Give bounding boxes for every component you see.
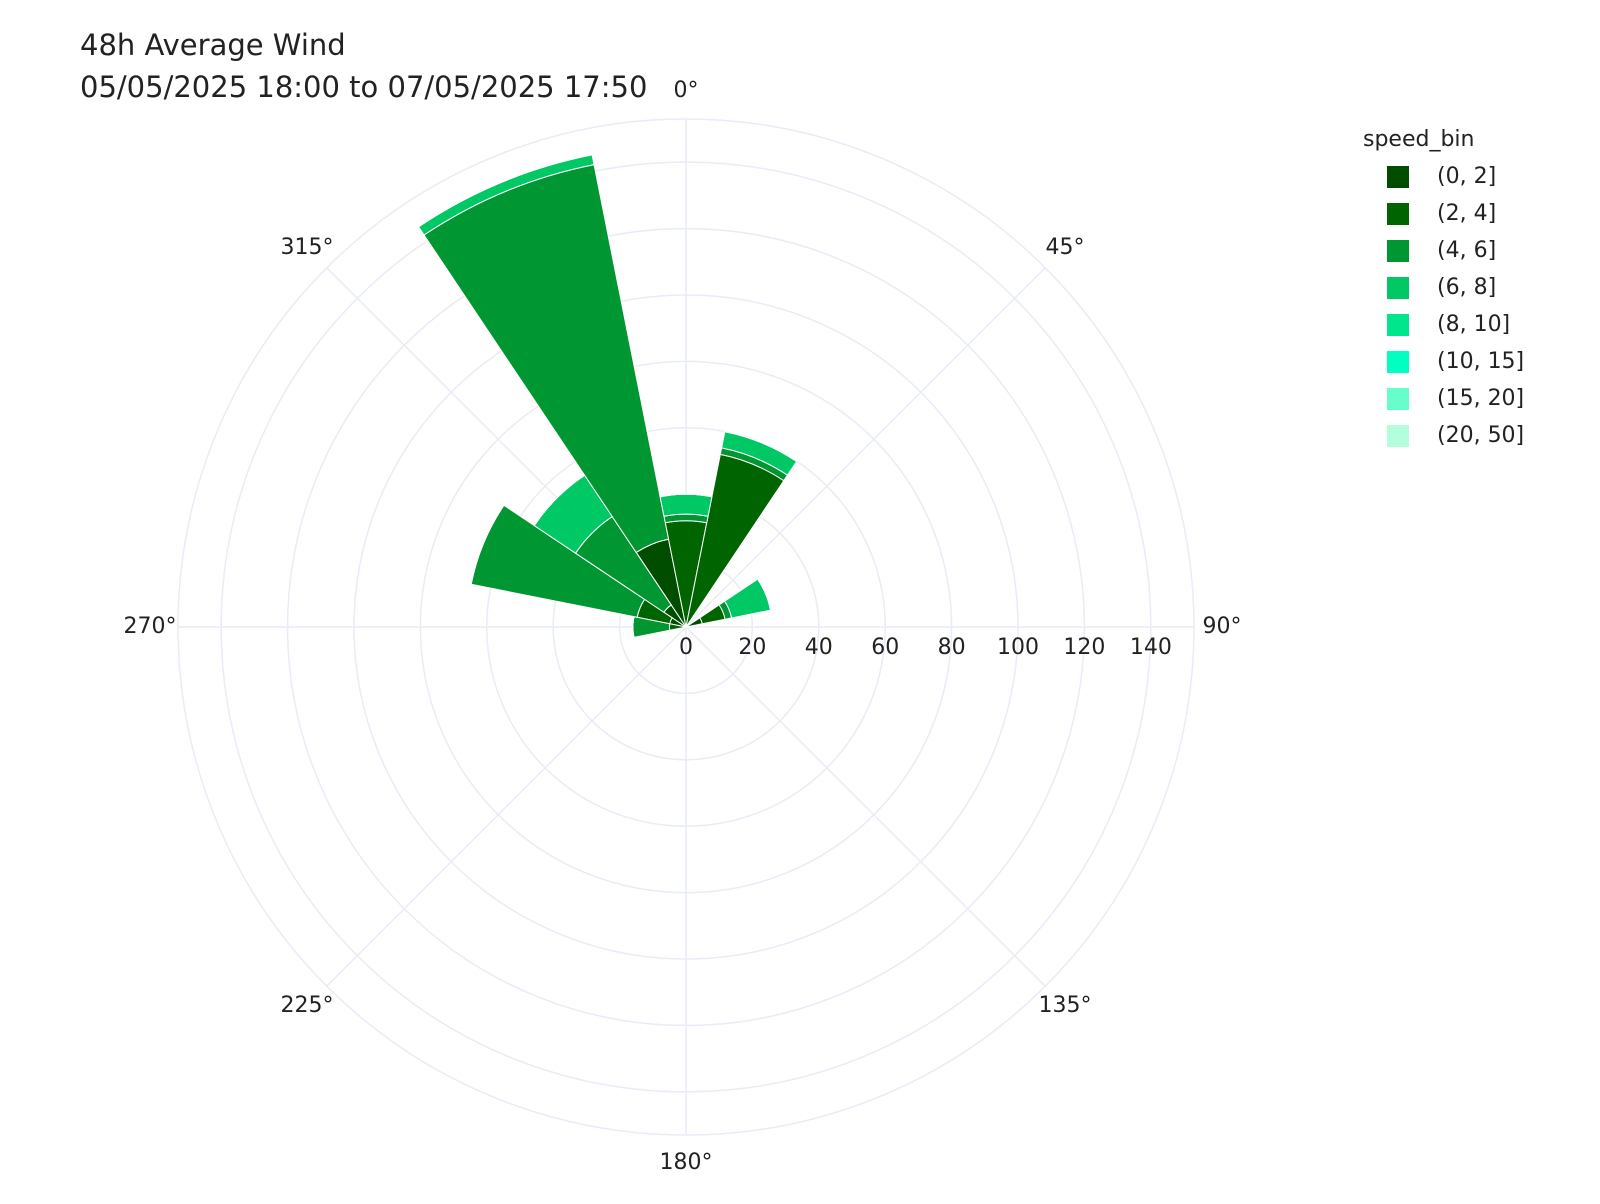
legend-label: (0, 2]: [1437, 164, 1496, 189]
legend-swatch: [1387, 166, 1409, 188]
legend-label: (10, 15]: [1437, 349, 1524, 374]
legend-swatch: [1387, 388, 1409, 410]
chart-title: 48h Average Wind: [80, 28, 346, 62]
angular-tick-label: 270°: [124, 614, 177, 639]
radial-tick-label: 100: [997, 635, 1039, 660]
angular-tick-label: 315°: [280, 235, 333, 260]
angular-tick-label: 180°: [660, 1150, 713, 1175]
angular-grid-line: [685, 267, 1046, 628]
legend-label: (20, 50]: [1437, 423, 1524, 448]
angular-tick-label: 45°: [1046, 235, 1085, 260]
radial-tick-label: 140: [1130, 635, 1172, 660]
radial-tick-label: 80: [938, 635, 966, 660]
radial-tick-label: 0: [679, 635, 693, 660]
legend-label: (15, 20]: [1437, 386, 1524, 411]
angular-grid-line: [685, 626, 1046, 987]
angular-grid-line: [326, 626, 687, 987]
radial-tick-label: 60: [871, 635, 899, 660]
angular-tick-label: 90°: [1203, 614, 1242, 639]
bar-segment: [423, 163, 670, 554]
bar-segment: [659, 493, 713, 498]
radial-tick-label: 40: [805, 635, 833, 660]
bar-segment: [418, 154, 593, 228]
radial-tick-label: 20: [738, 635, 766, 660]
legend-swatch: [1387, 203, 1409, 225]
legend-swatch: [1387, 277, 1409, 299]
legend-label: (2, 4]: [1437, 201, 1496, 226]
legend-label: (6, 8]: [1437, 275, 1496, 300]
legend-label: (4, 6]: [1437, 238, 1496, 263]
legend-title: speed_bin: [1363, 127, 1474, 152]
angular-tick-label: 0°: [674, 78, 699, 103]
bar-segment: [659, 493, 713, 517]
bar-segment: [757, 578, 772, 611]
bar-segment: [470, 504, 505, 585]
legend-label: (8, 10]: [1437, 312, 1510, 337]
legend-swatch: [1387, 351, 1409, 373]
bar-segment: [724, 431, 797, 462]
legend-swatch: [1387, 314, 1409, 336]
legend-swatch: [1387, 425, 1409, 447]
bar-segment: [533, 474, 585, 526]
bar-segment: [723, 578, 772, 619]
legend-swatch: [1387, 240, 1409, 262]
chart-subtitle: 05/05/2025 18:00 to 07/05/2025 17:50: [80, 70, 647, 104]
angular-tick-label: 225°: [280, 993, 333, 1018]
angular-tick-label: 135°: [1039, 993, 1092, 1018]
radial-tick-label: 120: [1063, 635, 1105, 660]
grid: [177, 118, 1195, 1136]
